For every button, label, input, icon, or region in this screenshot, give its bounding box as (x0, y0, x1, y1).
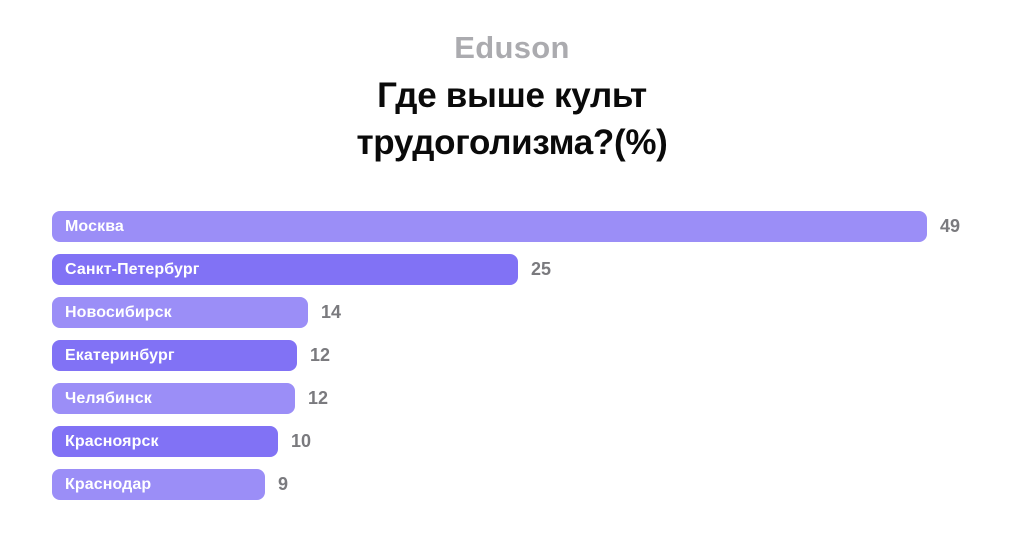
bar-city-label: Краснодар (65, 475, 152, 493)
bar-row-chelyabinsk: Челябинск 12 (52, 383, 960, 414)
bar-city-label: Екатеринбург (65, 346, 175, 364)
chart-title-line-1: Где выше культ (377, 76, 647, 115)
eduson-logo: Eduson (454, 30, 570, 65)
bar-value-label: 14 (321, 302, 342, 322)
chart-title-line-2: трудоголизма?(%) (356, 123, 668, 162)
bar-row-novosibirsk: Новосибирск 14 (52, 297, 960, 328)
bar-value-label: 12 (310, 345, 331, 365)
bar-saint-petersburg: Санкт-Петербург (52, 254, 518, 285)
bar-value-label: 9 (278, 474, 289, 494)
bar-city-label: Красноярск (65, 432, 159, 450)
bar-city-label: Санкт-Петербург (65, 260, 200, 278)
bar-krasnodar: Краснодар (52, 469, 265, 500)
bar-value-label: 49 (940, 216, 961, 236)
bar-value-label: 12 (308, 388, 329, 408)
bar-row-yekaterinburg: Екатеринбург 12 (52, 340, 960, 371)
bar-row-saint-petersburg: Санкт-Петербург 25 (52, 254, 960, 285)
bar-chelyabinsk: Челябинск (52, 383, 295, 414)
bar-row-moscow: Москва 49 (52, 211, 960, 242)
bar-chart: Москва 49 Санкт-Петербург 25 Новосибирск… (52, 211, 960, 500)
bar-value-label: 25 (531, 259, 552, 279)
bar-city-label: Челябинск (65, 389, 152, 407)
chart-title: Где выше культ трудоголизма?(%) (0, 72, 1024, 166)
bar-value-label: 10 (291, 431, 312, 451)
bar-moscow: Москва (52, 211, 927, 242)
bar-city-label: Новосибирск (65, 303, 172, 321)
bar-novosibirsk: Новосибирск (52, 297, 308, 328)
bar-yekaterinburg: Екатеринбург (52, 340, 297, 371)
bar-krasnoyarsk: Красноярск (52, 426, 278, 457)
bar-city-label: Москва (65, 217, 124, 235)
bar-row-krasnodar: Краснодар 9 (52, 469, 960, 500)
bar-row-krasnoyarsk: Красноярск 10 (52, 426, 960, 457)
